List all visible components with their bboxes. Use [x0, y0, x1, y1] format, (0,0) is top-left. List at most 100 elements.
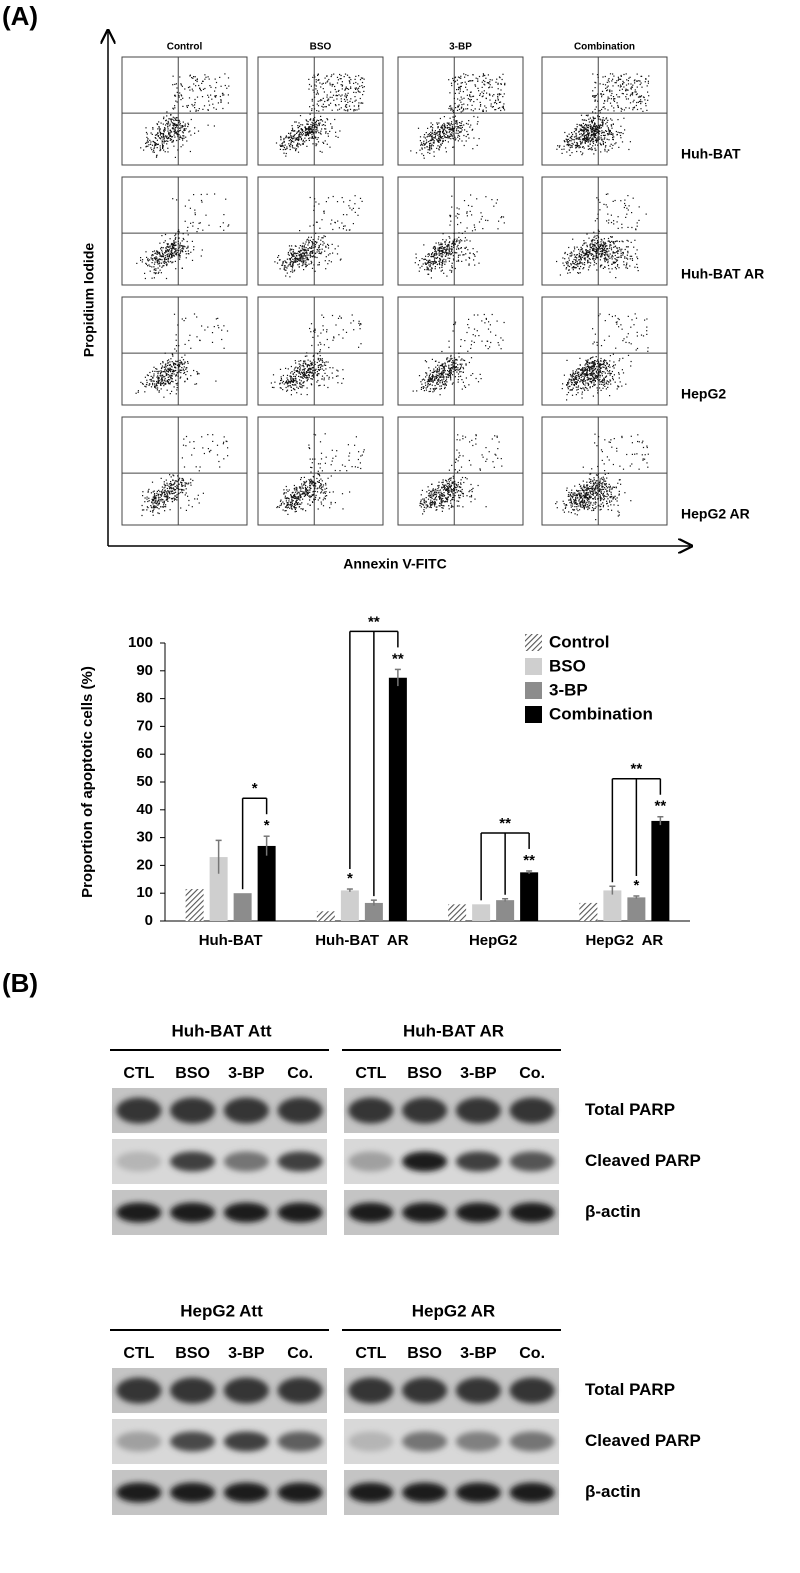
event-dot	[480, 378, 482, 380]
event-dot	[159, 147, 161, 149]
event-dot	[445, 383, 447, 385]
event-dot	[165, 372, 167, 374]
event-dot	[157, 371, 159, 373]
column-title: BSO	[310, 42, 332, 53]
event-dot	[319, 384, 321, 386]
event-dot	[323, 91, 325, 93]
event-dot	[317, 105, 320, 107]
event-dot	[460, 375, 462, 377]
event-dot	[171, 373, 173, 375]
event-dot	[597, 126, 599, 128]
event-dot	[301, 129, 304, 131]
event-dot	[363, 78, 365, 80]
event-dot	[604, 148, 606, 150]
event-dot	[588, 254, 590, 256]
event-dot	[156, 123, 158, 125]
event-dot	[309, 132, 311, 134]
event-dot	[561, 152, 563, 154]
event-dot	[187, 362, 189, 364]
event-dot	[421, 265, 423, 267]
event-dot	[469, 91, 472, 93]
event-dot	[493, 94, 495, 96]
event-dot	[438, 376, 441, 378]
event-dot	[622, 254, 624, 256]
event-dot	[422, 386, 424, 388]
event-dot	[192, 225, 194, 227]
event-dot	[460, 107, 462, 109]
event-dot	[485, 77, 487, 79]
event-dot	[595, 129, 597, 131]
event-dot	[592, 95, 594, 97]
event-dot	[456, 125, 458, 128]
event-dot	[428, 254, 431, 256]
event-dot	[592, 130, 594, 132]
event-dot	[157, 128, 159, 130]
event-dot	[299, 365, 301, 368]
event-dot	[295, 374, 297, 376]
event-dot	[169, 363, 171, 366]
event-dot	[179, 124, 181, 126]
event-dot	[317, 357, 319, 359]
event-dot	[412, 390, 414, 392]
event-dot	[465, 122, 468, 125]
event-dot	[448, 123, 450, 125]
event-dot	[323, 124, 325, 126]
event-dot	[314, 244, 317, 246]
event-dot	[175, 350, 178, 352]
event-dot	[620, 78, 622, 80]
event-dot	[575, 138, 577, 140]
event-dot	[567, 138, 569, 140]
event-dot	[454, 122, 457, 124]
event-dot	[425, 139, 428, 141]
event-dot	[626, 262, 628, 264]
event-dot	[449, 252, 451, 255]
event-dot	[456, 368, 458, 370]
event-dot	[172, 247, 174, 249]
event-dot	[473, 259, 475, 261]
event-dot	[198, 373, 200, 375]
event-dot	[172, 254, 174, 256]
event-dot	[429, 264, 432, 266]
event-dot	[497, 99, 499, 101]
event-dot	[189, 207, 191, 209]
event-dot	[307, 244, 309, 246]
event-dot	[457, 98, 459, 100]
event-dot	[575, 146, 577, 149]
event-dot	[286, 267, 288, 269]
event-dot	[452, 137, 454, 139]
event-dot	[288, 145, 291, 147]
event-dot	[310, 123, 312, 126]
event-dot	[446, 127, 448, 129]
event-dot	[184, 125, 186, 127]
event-dot	[572, 139, 574, 141]
event-dot	[195, 85, 197, 87]
event-dot	[616, 102, 618, 104]
event-dot	[152, 382, 154, 384]
event-dot	[449, 224, 451, 226]
event-dot	[167, 122, 170, 124]
event-dot	[342, 337, 344, 339]
event-dot	[290, 271, 292, 273]
event-dot	[437, 140, 439, 142]
event-dot	[290, 265, 292, 267]
event-dot	[575, 261, 577, 263]
event-dot	[167, 244, 169, 246]
event-dot	[324, 121, 326, 123]
event-dot	[598, 125, 600, 127]
event-dot	[328, 376, 330, 378]
event-dot	[600, 125, 602, 127]
event-dot	[165, 258, 168, 260]
event-dot	[308, 139, 310, 141]
column-title: 3-BP	[449, 42, 472, 53]
event-dot	[576, 260, 578, 262]
event-dot	[578, 131, 580, 133]
event-dot	[313, 365, 315, 367]
event-dot	[448, 340, 450, 342]
event-dot	[450, 271, 453, 273]
scatter-plot	[257, 56, 384, 166]
event-dot	[576, 144, 578, 146]
event-dot	[291, 130, 293, 132]
event-dot	[289, 276, 291, 278]
event-dot	[581, 251, 583, 253]
event-dot	[454, 77, 456, 79]
